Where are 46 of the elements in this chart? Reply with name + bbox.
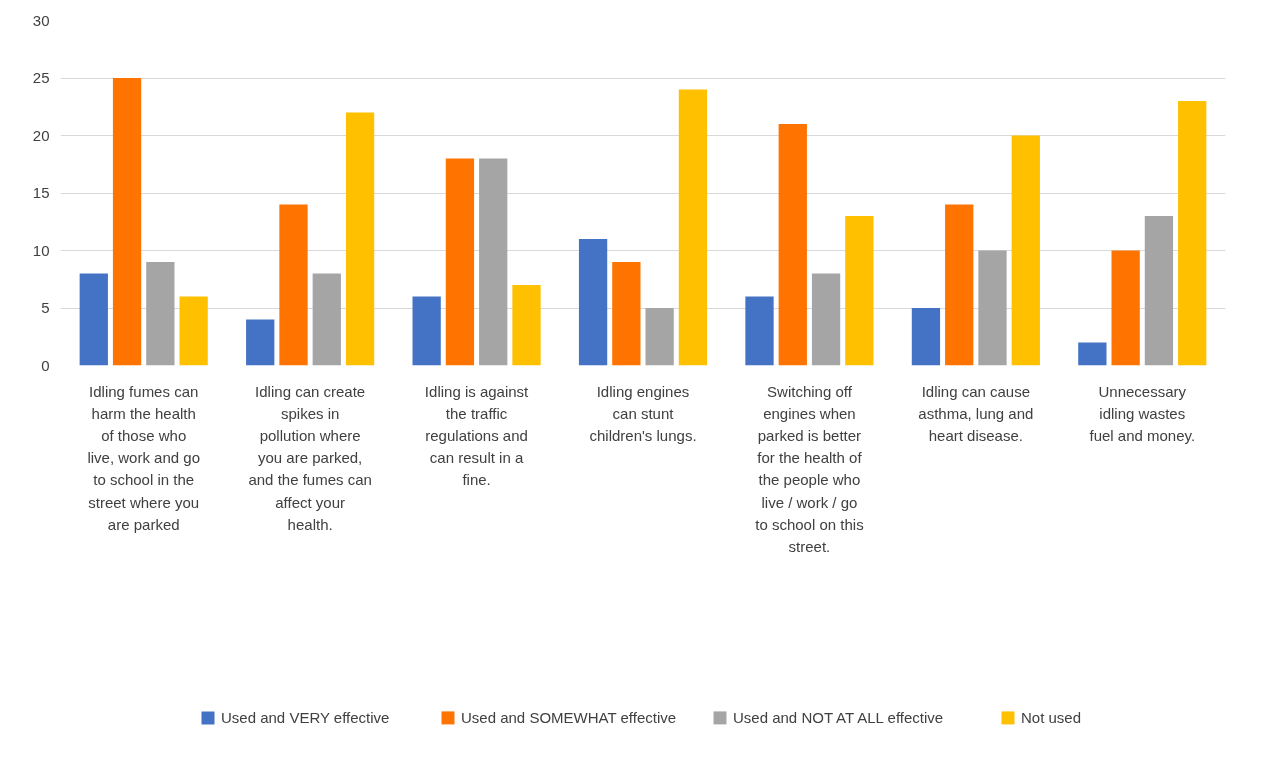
bar — [179, 296, 208, 366]
y-tick-label: 10 — [32, 241, 50, 259]
bar — [1011, 135, 1040, 366]
bar — [1111, 250, 1140, 366]
bar — [811, 273, 841, 366]
x-tick-label: Switching off engines when parked is better for the health of the people who live / work / go to school on this street. — [755, 383, 864, 555]
x-tick-label: Unnecessary idling wastes fuel and money. — [1089, 383, 1196, 445]
bar — [745, 296, 774, 366]
y-tick-label: 0 — [41, 356, 50, 374]
y-tick-label: 25 — [32, 69, 50, 86]
bar — [578, 239, 608, 366]
bar — [778, 124, 807, 366]
bar — [146, 262, 175, 366]
x-tick-label: Idling fumes can harm the health of those who live, work and go to school in the street where you are parked — [87, 383, 200, 533]
bar — [945, 204, 974, 366]
legend-label: Used and VERY effective — [221, 709, 390, 727]
x-tick-label: Idling engines can stunt children's lungs. — [589, 383, 697, 445]
bar — [345, 112, 375, 366]
bar — [911, 308, 941, 366]
bar — [845, 216, 874, 366]
legend-label: Used and NOT AT ALL effective — [733, 709, 944, 727]
bar — [512, 285, 541, 366]
x-tick-label: Idling can create spikes in pollution where you are parked, and the fumes can affect your health. — [248, 383, 372, 533]
y-tick-label: 20 — [32, 126, 50, 144]
legend-label: Used and SOMEWHAT effective — [461, 709, 677, 727]
bar — [1178, 101, 1207, 366]
x-tick-label: Idling can cause asthma, lung and heart disease. — [918, 383, 1034, 445]
bar — [79, 273, 108, 366]
bar — [279, 204, 308, 366]
bar — [445, 158, 475, 366]
bar — [479, 158, 508, 366]
x-tick-label: Idling is against the traffic regulations and can result in a fine. — [424, 383, 530, 489]
legend-label: Not used — [1021, 709, 1082, 727]
y-tick-label: 30 — [32, 11, 50, 29]
bar — [246, 319, 275, 366]
bar — [1144, 216, 1174, 366]
bar — [678, 89, 708, 366]
bar — [978, 250, 1007, 366]
y-tick-label: 5 — [41, 299, 50, 316]
y-tick-label: 15 — [32, 184, 50, 201]
bar — [612, 262, 641, 366]
bar — [1078, 342, 1107, 366]
bar — [312, 273, 341, 366]
bar — [645, 308, 674, 366]
bar — [112, 78, 142, 366]
bar — [412, 296, 441, 366]
